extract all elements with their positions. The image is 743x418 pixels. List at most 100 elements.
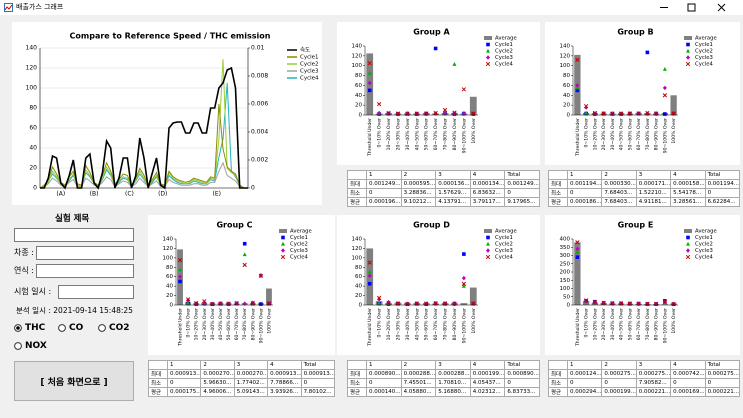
y-tick-label: 120 (352, 246, 363, 252)
y-tick-label: 100 (352, 255, 363, 261)
chart-title: Group E (618, 221, 654, 230)
cycle-marker (377, 110, 382, 116)
header-cell: 3 (635, 170, 672, 180)
header-cell (347, 360, 367, 370)
title-input[interactable] (14, 228, 134, 242)
legend-label: Cycle1 (695, 42, 713, 48)
y-tick-label: 140 (163, 237, 174, 243)
x-tick-label: 10~20% Over (386, 118, 392, 151)
stats-row: 최소 0 7.45501... 1.70810... 4.05437... 0 (347, 378, 540, 388)
x-tick-label: 60~70% Over (433, 308, 439, 341)
cycle-marker (194, 300, 199, 306)
x-tick-label: 50~60% Over (627, 118, 633, 151)
cycle-marker (258, 273, 264, 278)
stats-row: 최대 0.001194... 0.000330... 0.000171... 0.000… (548, 179, 741, 189)
stats-cell: 5.96630... (200, 378, 235, 388)
y-tick-label: 60 (355, 83, 362, 89)
cycle-marker (575, 255, 580, 259)
y2-tick-label: 0.004 (251, 129, 268, 136)
field-input[interactable] (58, 285, 134, 299)
legend-swatch (486, 248, 490, 253)
x-tick-label: Threshold Under (575, 118, 581, 157)
stats-cell: 0 (366, 378, 402, 388)
header-cell: Total (504, 360, 540, 370)
stats-cell: 3.28561... (670, 197, 706, 207)
x-tick-label: 20~30% Over (601, 118, 607, 151)
stats-row: 최대 0.000124... 0.000275... 0.000275... 0.000… (548, 369, 741, 379)
cycle-marker (461, 275, 466, 281)
x-tick-label: 100% Over (471, 308, 477, 334)
cycle-marker (671, 111, 676, 116)
radio-dot[interactable] (98, 324, 106, 332)
x-section-label: (A) (56, 191, 65, 198)
average-bar (661, 304, 669, 305)
stats-row: 최소 0 3.28836... 1.57629... 6.83632... 0 (347, 188, 540, 198)
header-cell: Total (300, 360, 336, 370)
average-bar (469, 96, 477, 115)
chart-title: Group B (617, 28, 653, 37)
x-tick-label: 50~60% Over (627, 308, 633, 341)
stats-cell: 0.000275... (601, 369, 637, 379)
stats-cell: 5.16880... (435, 387, 471, 397)
y-tick-label: 20 (563, 103, 570, 109)
stats-row: 평균 0.000140... 4.05880... 5.16880... 4.02312… (347, 387, 540, 397)
legend-label: Cycle3 (300, 69, 319, 75)
legend-swatch (484, 36, 492, 40)
x-tick-label: 90~100% Over (662, 118, 668, 153)
x-tick-label: 40~50% Over (619, 308, 625, 341)
field-input[interactable] (36, 246, 134, 260)
series-line (40, 66, 248, 190)
y2-tick-label: 0.008 (251, 73, 268, 80)
field-input[interactable] (36, 264, 134, 278)
legend-swatch (280, 254, 286, 260)
legend-label: Cycle4 (495, 255, 513, 261)
legend-swatch (281, 241, 285, 246)
header-cell (548, 360, 568, 370)
row-label: 평균 (548, 387, 568, 397)
stats-cell: 0.000288... (400, 369, 437, 379)
window-controls[interactable] (650, 0, 743, 15)
home-button[interactable]: [ 처음 화면으로 ] (14, 361, 134, 401)
radio-dot[interactable] (14, 324, 22, 332)
stats-row: 평균 0.000175... 4.96006... 5.09143... 3.93926… (148, 387, 336, 397)
stats-cell: 0.000275... (635, 369, 672, 379)
x-tick-label: Threshold Under (367, 308, 373, 347)
legend-swatch (685, 254, 691, 260)
radio-dot[interactable] (58, 324, 66, 332)
average-bar (460, 303, 468, 305)
cycle-marker (367, 281, 372, 286)
x-tick-label: 20~30% Over (202, 308, 208, 341)
stats-cell: 4.05437... (469, 378, 506, 388)
y-tick-label: 80 (355, 265, 362, 271)
radio-option[interactable]: CO2 (98, 323, 130, 333)
stats-cell: 5.09143... (233, 387, 269, 397)
radio-option[interactable]: CO (58, 323, 83, 333)
stats-table: 1 2 3 4 Total 최대 0.000913... 0.000270... 0.00027… (148, 360, 336, 397)
stats-cell: 4.96006... (200, 387, 235, 397)
x-tick-label: 40~50% Over (619, 118, 625, 151)
legend-label: Average (290, 229, 312, 235)
y-tick-label: 0 (567, 113, 571, 119)
cycle-marker (367, 80, 372, 86)
legend-swatch (486, 55, 490, 60)
legend-label: Cycle4 (495, 62, 513, 68)
header-cell: 1 (366, 360, 402, 370)
stats-cell: 0 (504, 188, 540, 198)
radio-option[interactable]: NOX (14, 341, 47, 351)
y-tick-label: 40 (355, 284, 362, 290)
header-row: 1 2 3 4 Total (548, 170, 741, 180)
legend-swatch (486, 241, 490, 246)
window-title: 배출가스 그래프 (16, 3, 64, 11)
cycle-marker (242, 252, 247, 257)
cycle-marker (395, 111, 401, 116)
x-tick-label: 30~40% Over (405, 308, 411, 341)
series-line (39, 161, 248, 189)
radio-label: CO2 (109, 323, 130, 333)
radio-option[interactable]: THC (14, 323, 45, 333)
x-tick-label: 100% Over (266, 308, 272, 334)
stats-cell: 3.93926... (267, 387, 302, 397)
x-tick-label: 70~80% Over (443, 118, 449, 151)
x-section-label: (B) (90, 191, 99, 198)
cycle-marker (452, 110, 457, 115)
radio-dot[interactable] (14, 342, 22, 350)
